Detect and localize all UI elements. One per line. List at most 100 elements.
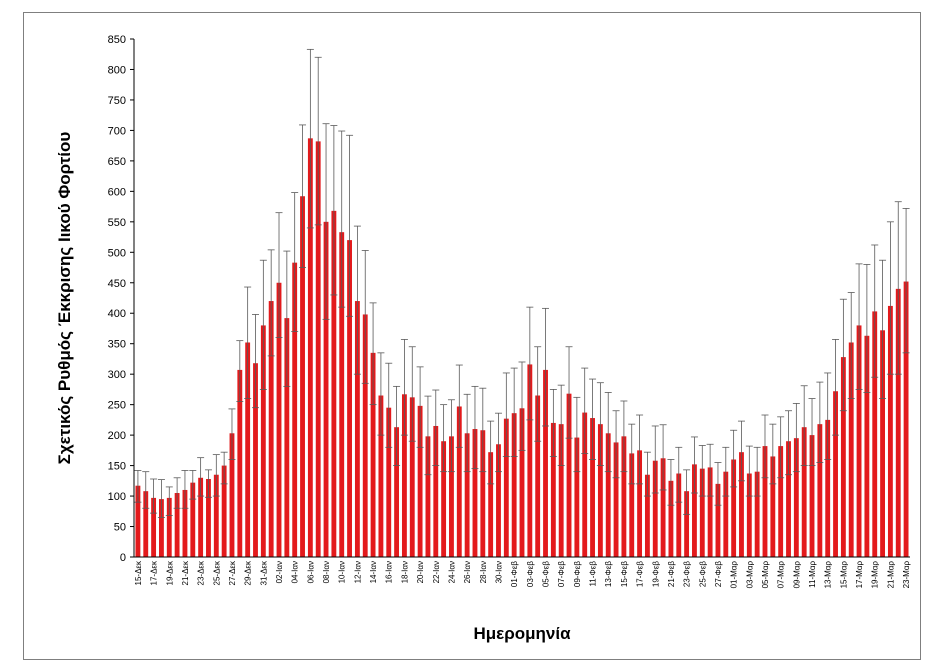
bar	[793, 438, 799, 557]
x-tick-label: 01-Μαρ	[730, 561, 739, 589]
bar	[840, 357, 846, 557]
bar	[370, 352, 376, 557]
x-tick-label: 30-Ιαν	[494, 561, 503, 583]
bar	[582, 412, 588, 557]
bar	[166, 497, 172, 557]
bar	[347, 240, 352, 558]
bar	[464, 433, 470, 557]
bar	[864, 335, 870, 557]
bar	[292, 262, 298, 557]
bar	[315, 141, 321, 557]
x-tick-label: 15-Φεβ	[620, 561, 629, 588]
y-tick-label: 700	[108, 125, 126, 137]
bar	[354, 301, 360, 557]
y-tick-label: 750	[108, 95, 126, 107]
bar	[245, 342, 251, 557]
x-tick-label: 02-Ιαν	[275, 561, 284, 583]
x-axis-label: Ημερομηνία	[473, 624, 571, 643]
bar	[590, 418, 595, 557]
y-axis-label: Σχετικός Ρυθμός Έκκρισης Ιικού Φορτίου	[55, 132, 74, 465]
x-tick-label: 13-Μαρ	[824, 561, 833, 589]
x-tick-label: 05-Φεβ	[542, 561, 551, 588]
bar	[331, 210, 337, 557]
bar	[511, 413, 517, 557]
bar	[362, 314, 368, 557]
bar	[895, 288, 901, 557]
x-tick-label: 09-Μαρ	[792, 561, 801, 589]
x-tick-label: 15-Μαρ	[839, 561, 848, 589]
x-tick-label: 27-Δεκ	[228, 560, 237, 585]
x-tick-label: 05-Μαρ	[761, 561, 770, 589]
x-tick-label: 25-Φεβ	[698, 561, 707, 588]
x-tick-label: 17-Φεβ	[636, 561, 645, 588]
x-tick-label: 03-Μαρ	[745, 561, 754, 589]
y-tick-label: 100	[108, 491, 126, 503]
bar	[182, 489, 188, 557]
bar	[394, 427, 400, 557]
bar	[472, 429, 478, 557]
y-tick-label: 0	[120, 552, 126, 564]
x-tick-label: 28-Ιαν	[479, 561, 488, 583]
x-tick-label: 09-Φεβ	[573, 561, 582, 588]
bar	[151, 497, 157, 557]
x-axis: 15-Δεκ 17-Δεκ 19-Δεκ 21-Δεκ 23-Δεκ 25-Δεκ 27-Δ…	[134, 556, 911, 589]
bar	[535, 395, 541, 557]
x-tick-label: 20-Ιαν	[416, 561, 425, 583]
x-tick-label: 03-Φεβ	[526, 561, 535, 588]
bar	[621, 436, 627, 557]
bar	[433, 425, 439, 557]
x-tick-label: 07-Φεβ	[557, 561, 566, 588]
x-tick-label: 27-Φεβ	[714, 561, 723, 588]
error-bars	[134, 48, 910, 518]
bar	[213, 474, 219, 557]
x-tick-label: 29-Δεκ	[244, 560, 253, 585]
bar	[880, 330, 885, 557]
y-tick-label: 500	[108, 247, 126, 259]
bar	[613, 442, 619, 557]
y-tick-label: 250	[108, 400, 126, 412]
bar	[135, 485, 141, 557]
y-tick-label: 450	[108, 278, 126, 290]
bar	[692, 464, 697, 557]
bar	[644, 474, 650, 557]
bar	[519, 408, 525, 557]
bar	[833, 391, 838, 557]
bar	[550, 422, 556, 557]
x-tick-label: 07-Μαρ	[777, 561, 786, 589]
x-tick-label: 10-Ιαν	[338, 561, 347, 583]
x-tick-label: 11-Μαρ	[808, 561, 817, 588]
bar	[378, 395, 384, 557]
y-axis: 0 50 100 150 200 250 300 350 400 450 500 550 600 650 7…	[108, 34, 135, 564]
x-tick-label: 19-Φεβ	[651, 561, 660, 588]
bar	[903, 281, 909, 557]
bar	[307, 138, 313, 557]
bar	[801, 427, 807, 557]
bar	[707, 467, 713, 557]
bar	[848, 342, 854, 557]
y-tick-label: 650	[108, 156, 126, 168]
bar	[441, 441, 447, 557]
x-tick-label: 06-Ιαν	[306, 561, 315, 583]
bar	[229, 433, 235, 557]
bar	[786, 441, 791, 557]
x-tick-label: 25-Δεκ	[212, 560, 221, 585]
bar	[260, 325, 266, 557]
x-tick-label: 11-Φεβ	[589, 561, 598, 587]
bar	[527, 364, 533, 557]
x-tick-label: 26-Ιαν	[463, 561, 472, 583]
bar	[754, 471, 760, 557]
x-tick-label: 19-Δεκ	[165, 560, 174, 585]
bar	[488, 452, 494, 557]
x-tick-label: 01-Φεβ	[510, 561, 519, 588]
x-tick-label: 17-Δεκ	[150, 560, 159, 585]
bar	[323, 221, 329, 557]
x-tick-label: 17-Μαρ	[855, 561, 864, 589]
bar	[825, 419, 831, 557]
bar	[872, 311, 878, 557]
y-tick-label: 550	[108, 217, 126, 229]
bar	[543, 369, 548, 557]
bar	[198, 477, 204, 557]
bar	[605, 433, 611, 557]
bar	[143, 491, 149, 557]
bar	[739, 452, 744, 557]
